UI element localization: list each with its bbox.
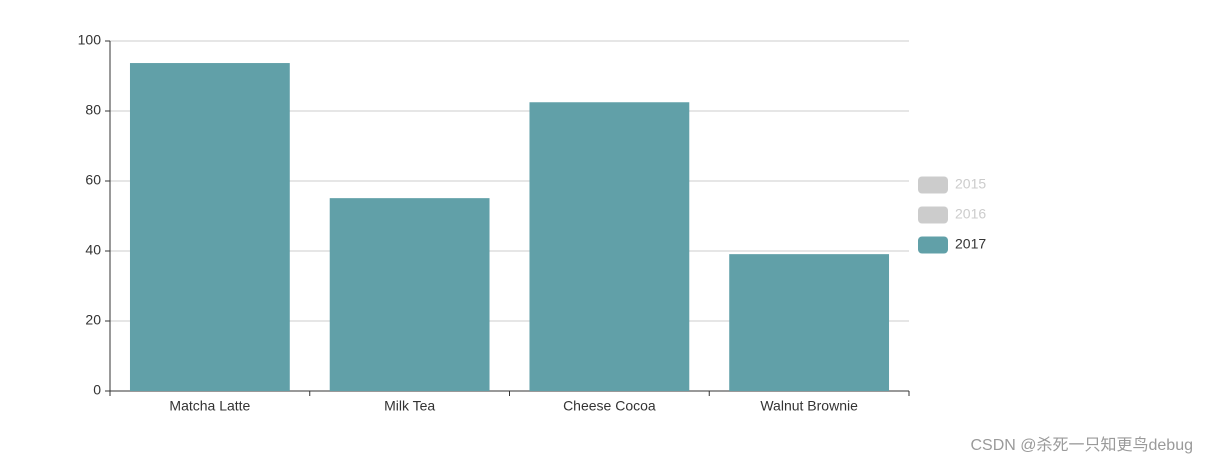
bar: [129, 63, 290, 392]
y-tick-label: 0: [93, 382, 101, 398]
y-tick-label: 80: [85, 102, 101, 118]
legend-swatch[interactable]: [918, 236, 948, 254]
legend-label[interactable]: 2016: [955, 206, 986, 222]
x-tick-label: Milk Tea: [384, 398, 435, 414]
bar: [329, 198, 490, 391]
legend-swatch[interactable]: [918, 176, 948, 194]
watermark: CSDN @杀死一只知更鸟debug: [970, 436, 1193, 454]
bar: [729, 254, 890, 391]
x-tick-label: Matcha Latte: [169, 398, 250, 414]
y-tick-label: 20: [85, 312, 101, 328]
y-tick-label: 40: [85, 242, 101, 258]
legend-label[interactable]: 2015: [955, 176, 986, 192]
x-tick-label: Cheese Cocoa: [563, 398, 656, 414]
y-tick-label: 60: [85, 172, 101, 188]
y-tick-label: 100: [78, 32, 102, 48]
legend-label[interactable]: 2017: [955, 236, 986, 252]
x-tick-label: Walnut Brownie: [760, 398, 858, 414]
bar: [529, 102, 690, 391]
legend-swatch[interactable]: [918, 206, 948, 224]
